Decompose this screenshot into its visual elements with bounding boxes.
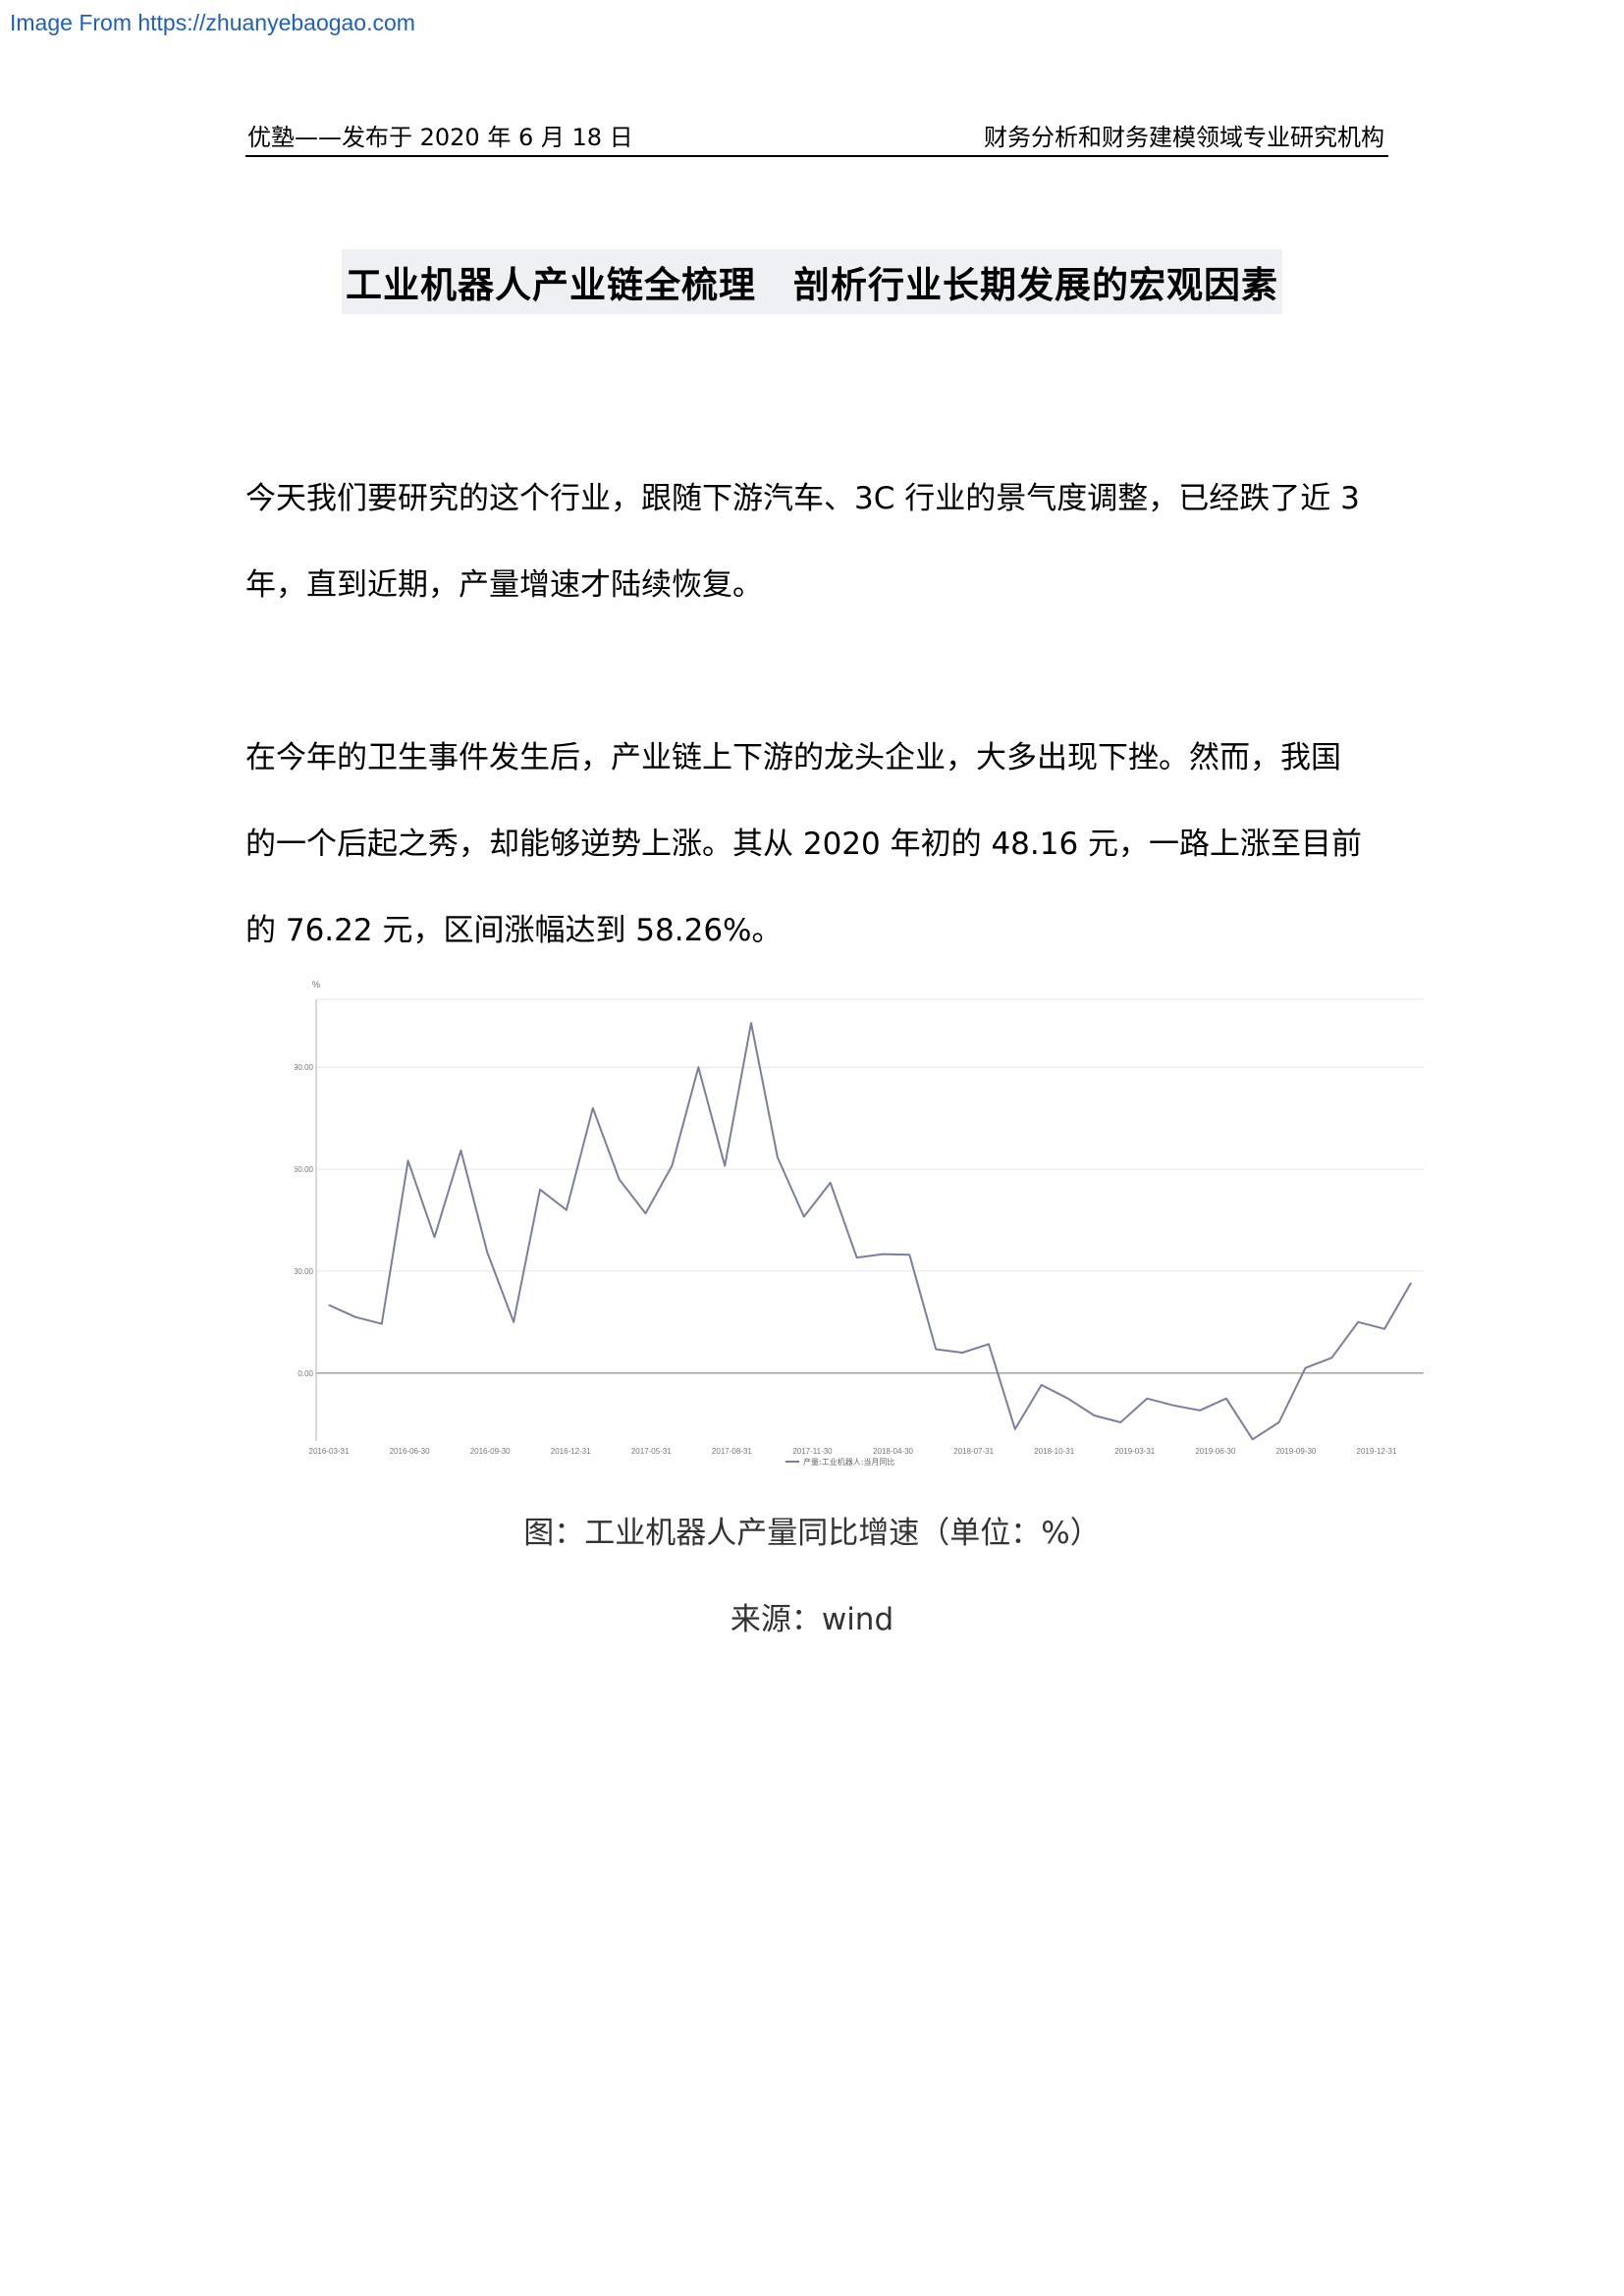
x-tick-label: 2018-07-31 xyxy=(953,1447,994,1456)
x-tick-label: 2017-08-31 xyxy=(712,1447,752,1456)
data-point xyxy=(1252,1439,1253,1440)
paragraph-1: 今天我们要研究的这个行业，跟随下游汽车、3C 行业的景气度调整，已经跌了近 3 … xyxy=(245,455,1365,628)
series-line xyxy=(329,1023,1411,1439)
x-tick-label: 2016-12-31 xyxy=(551,1447,591,1456)
data-point xyxy=(961,1352,962,1353)
x-tick-label: 2017-05-31 xyxy=(631,1447,672,1456)
data-point xyxy=(1014,1428,1015,1429)
data-point xyxy=(750,1023,751,1024)
data-point xyxy=(1331,1358,1332,1359)
data-point xyxy=(1384,1328,1385,1329)
x-tick-label: 2018-10-31 xyxy=(1034,1447,1074,1456)
x-tick-label: 2016-09-30 xyxy=(470,1447,511,1456)
data-point xyxy=(1041,1384,1042,1385)
data-point xyxy=(672,1165,673,1166)
x-tick-label: 2018-04-30 xyxy=(873,1447,913,1456)
data-point xyxy=(381,1323,382,1324)
page-header: 优塾——发布于 2020 年 6 月 18 日 财务分析和财务建模领域专业研究机… xyxy=(245,116,1388,157)
article-title: 工业机器人产业链全梳理 剖析行业长期发展的宏观因素 xyxy=(342,249,1282,314)
y-axis-unit-label: % xyxy=(312,980,320,989)
data-point xyxy=(1199,1410,1200,1411)
data-point xyxy=(1147,1398,1148,1399)
figure-caption: 图：工业机器人产量同比增速（单位：%） xyxy=(0,1508,1624,1552)
y-tick-label: 90.00 xyxy=(295,1063,314,1072)
y-tick-label: 60.00 xyxy=(295,1165,314,1174)
figure-source: 来源：wind xyxy=(0,1594,1624,1638)
data-point xyxy=(1067,1398,1068,1399)
x-tick-label: 2016-03-31 xyxy=(309,1447,350,1456)
y-tick-label: 0.00 xyxy=(298,1369,313,1378)
source-link[interactable]: Image From https://zhuanyebaogao.com xyxy=(10,10,415,36)
x-tick-label: 2019-09-30 xyxy=(1275,1447,1316,1456)
y-tick-label: 30.00 xyxy=(295,1267,314,1276)
data-point xyxy=(487,1252,488,1253)
title-container: 工业机器人产业链全梳理 剖析行业长期发展的宏观因素 xyxy=(0,249,1624,314)
data-point xyxy=(434,1237,435,1238)
data-point xyxy=(460,1149,461,1150)
data-point xyxy=(777,1156,778,1157)
data-point xyxy=(566,1209,567,1210)
data-point xyxy=(1410,1282,1411,1283)
data-point xyxy=(936,1349,937,1350)
header-org: 财务分析和财务建模领域专业研究机构 xyxy=(984,118,1384,152)
data-point xyxy=(830,1182,831,1183)
legend-label: 产量:工业机器人:当月同比 xyxy=(803,1457,894,1467)
data-point xyxy=(988,1344,989,1345)
x-tick-label: 2019-03-31 xyxy=(1114,1447,1155,1456)
data-point xyxy=(1305,1367,1306,1368)
data-point xyxy=(1278,1421,1279,1422)
paragraph-2: 在今年的卫生事件发生后，产业链上下游的龙头企业，大多出现下挫。然而，我国的一个后… xyxy=(245,715,1365,974)
data-point xyxy=(539,1189,540,1190)
data-point xyxy=(725,1165,726,1166)
x-tick-label: 2019-06-30 xyxy=(1195,1447,1235,1456)
x-tick-label: 2016-06-30 xyxy=(390,1447,430,1456)
data-point xyxy=(407,1160,408,1161)
data-point xyxy=(698,1067,699,1068)
data-point xyxy=(1358,1321,1359,1322)
production-growth-chart: % 0.00 30.00 60.00 90.00 2016-03-31 2016-06-30… xyxy=(295,972,1434,1492)
data-point xyxy=(354,1316,355,1317)
data-point xyxy=(328,1305,329,1306)
data-point xyxy=(803,1216,804,1217)
data-point xyxy=(619,1179,620,1180)
data-point xyxy=(1172,1405,1173,1406)
data-point xyxy=(883,1254,884,1255)
x-tick-label: 2019-12-31 xyxy=(1357,1447,1397,1456)
data-point xyxy=(1120,1421,1121,1422)
data-point xyxy=(592,1107,593,1108)
data-point xyxy=(645,1212,646,1213)
data-point xyxy=(856,1256,857,1257)
data-point xyxy=(1225,1398,1226,1399)
header-date: 优塾——发布于 2020 年 6 月 18 日 xyxy=(247,118,633,152)
x-tick-label: 2017-11-30 xyxy=(792,1447,833,1456)
